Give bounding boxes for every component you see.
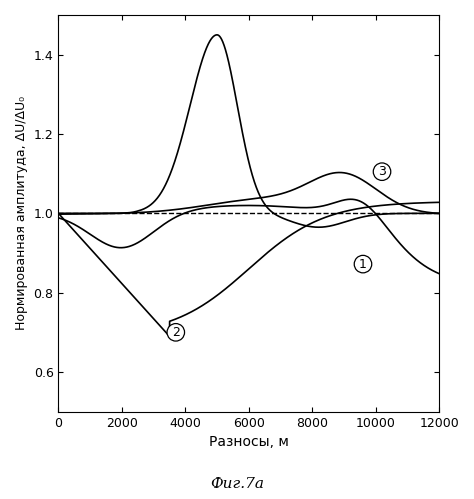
X-axis label: Разносы, м: Разносы, м xyxy=(209,435,289,449)
Text: Фиг.7а: Фиг.7а xyxy=(210,477,264,491)
Text: 1: 1 xyxy=(359,257,367,270)
Text: 3: 3 xyxy=(378,165,386,178)
Y-axis label: Нормированная амплитуда, ΔU/ΔU₀: Нормированная амплитуда, ΔU/ΔU₀ xyxy=(15,96,28,330)
Text: 2: 2 xyxy=(172,326,180,339)
